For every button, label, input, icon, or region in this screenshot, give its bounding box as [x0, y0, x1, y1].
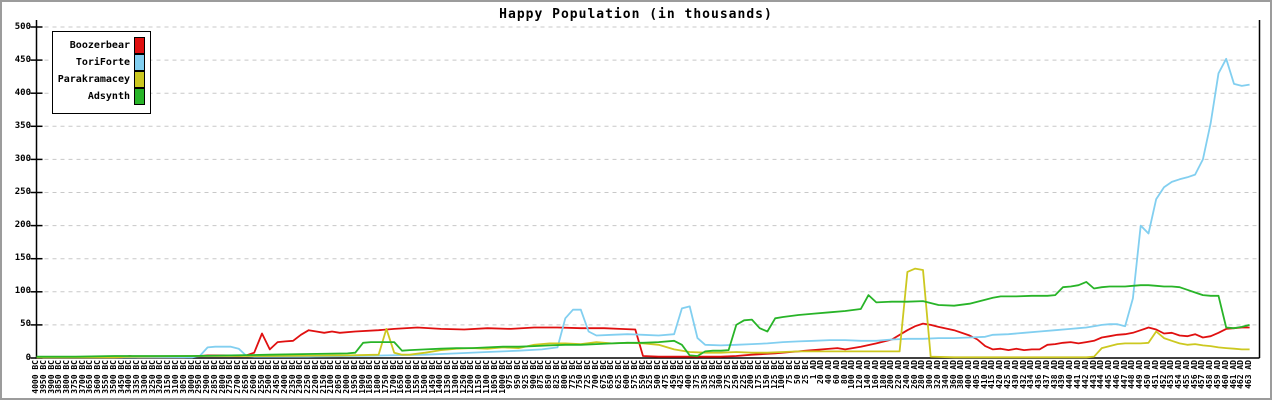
legend-entry-toriforte: ToriForte [53, 54, 150, 71]
legend-label: Parakramacey [57, 74, 130, 85]
series-line-boozerbear [36, 322, 1250, 359]
series-line-toriforte [36, 57, 1250, 359]
series-line-adsynth [36, 280, 1250, 358]
legend-entry-adsynth: Adsynth [53, 88, 150, 105]
x-tick-label: 463 AD [1244, 360, 1254, 389]
legend-swatch [134, 71, 145, 88]
y-tick-label-300: 300 [14, 153, 31, 164]
legend-box: Boozerbear ToriForte Parakramacey Adsynth [52, 31, 151, 114]
y-tick-label-100: 100 [14, 286, 31, 297]
y-tick-label-150: 150 [14, 253, 31, 264]
y-tick-label-500: 500 [14, 21, 31, 32]
y-tick-label-450: 450 [14, 54, 31, 65]
legend-label: Boozerbear [69, 40, 130, 51]
y-tick-label-350: 350 [14, 120, 31, 131]
legend-swatch [134, 88, 145, 105]
legend-entry-boozerbear: Boozerbear [53, 37, 150, 54]
legend-entry-parakramacey: Parakramacey [53, 71, 150, 88]
legend-swatch [134, 37, 145, 54]
y-tick-label-200: 200 [14, 220, 31, 231]
series-line-parakramacey [36, 267, 1250, 359]
y-tick-label-400: 400 [14, 87, 31, 98]
legend-label: Adsynth [87, 91, 130, 102]
y-tick-label-250: 250 [14, 187, 31, 197]
y-tick-label-50: 50 [20, 319, 31, 330]
legend-swatch [134, 54, 145, 71]
y-tick-label-0: 0 [25, 352, 31, 363]
legend-label: ToriForte [75, 57, 130, 68]
chart-title: Happy Population (in thousands) [499, 7, 773, 22]
